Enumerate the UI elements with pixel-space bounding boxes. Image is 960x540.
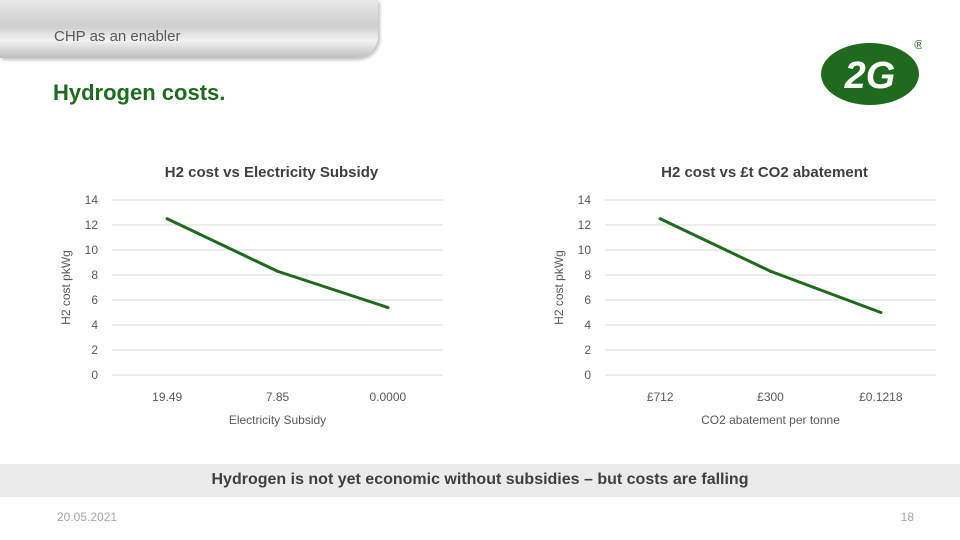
y-tick-label: 4 bbox=[584, 318, 591, 332]
series-line bbox=[658, 217, 883, 314]
y-tick-label: 4 bbox=[91, 318, 98, 332]
chart-svg: H2 cost vs £t CO2 abatement 0 2 4 6 8 10 12 14 £7… bbox=[552, 164, 936, 427]
conclusion-text: Hydrogen is not yet economic without sub… bbox=[211, 471, 749, 488]
chart-co2-abatement: H2 cost vs £t CO2 abatement 0 2 4 6 8 10 12 14 £7… bbox=[548, 155, 948, 435]
page-title: Hydrogen costs. bbox=[53, 80, 226, 105]
y-tick-label: 8 bbox=[91, 268, 98, 282]
y-tick-label: 0 bbox=[91, 368, 98, 382]
y-tick-label: 2 bbox=[91, 343, 98, 357]
y-axis-label: H2 cost pkWg bbox=[59, 250, 73, 325]
x-tick-label: 0.0000 bbox=[369, 390, 406, 404]
data-point bbox=[879, 311, 883, 314]
x-tick-label: £712 bbox=[647, 390, 674, 404]
x-tick-label: 7.85 bbox=[266, 390, 290, 404]
series-line bbox=[165, 217, 390, 309]
x-tick-label: 19.49 bbox=[152, 390, 182, 404]
company-logo: 2G ® bbox=[820, 37, 924, 106]
registered-mark: ® bbox=[914, 38, 922, 52]
y-tick-label: 10 bbox=[578, 243, 592, 257]
x-tick-label: £0.1218 bbox=[859, 390, 903, 404]
y-tick-label: 14 bbox=[578, 193, 592, 207]
y-tick-label: 12 bbox=[578, 218, 592, 232]
data-point bbox=[386, 306, 390, 309]
data-point bbox=[658, 217, 662, 221]
footer-date: 20.05.2021 bbox=[57, 510, 118, 524]
y-tick-label: 14 bbox=[85, 193, 99, 207]
chart-title: H2 cost vs Electricity Subsidy bbox=[165, 164, 379, 181]
y-tick-label: 10 bbox=[85, 243, 99, 257]
y-tick-label: 6 bbox=[91, 293, 98, 307]
section-label: CHP as an enabler bbox=[54, 28, 181, 45]
y-tick-label: 0 bbox=[584, 368, 591, 382]
chart-electricity-subsidy: H2 cost vs Electricity Subsidy 0 2 4 6 8 10 12 1… bbox=[55, 155, 455, 435]
x-axis-label: CO2 abatement per tonne bbox=[701, 413, 840, 427]
conclusion-banner bbox=[0, 464, 960, 497]
page-number: 18 bbox=[900, 510, 914, 524]
data-point bbox=[165, 217, 169, 221]
logo-ellipse bbox=[821, 43, 919, 105]
chart-svg: H2 cost vs Electricity Subsidy 0 2 4 6 8 10 12 1… bbox=[59, 164, 443, 427]
chart-title: H2 cost vs £t CO2 abatement bbox=[661, 164, 868, 181]
x-axis-label: Electricity Subsidy bbox=[229, 413, 326, 427]
y-tick-label: 12 bbox=[85, 218, 99, 232]
y-axis-label: H2 cost pkWg bbox=[552, 250, 566, 325]
x-tick-label: £300 bbox=[757, 390, 784, 404]
logo-text: 2G bbox=[844, 55, 896, 97]
y-tick-label: 6 bbox=[584, 293, 591, 307]
header-tab bbox=[0, 0, 378, 58]
data-point bbox=[276, 269, 279, 273]
y-tick-label: 8 bbox=[584, 268, 591, 282]
data-point bbox=[769, 269, 772, 273]
y-tick-label: 2 bbox=[584, 343, 591, 357]
